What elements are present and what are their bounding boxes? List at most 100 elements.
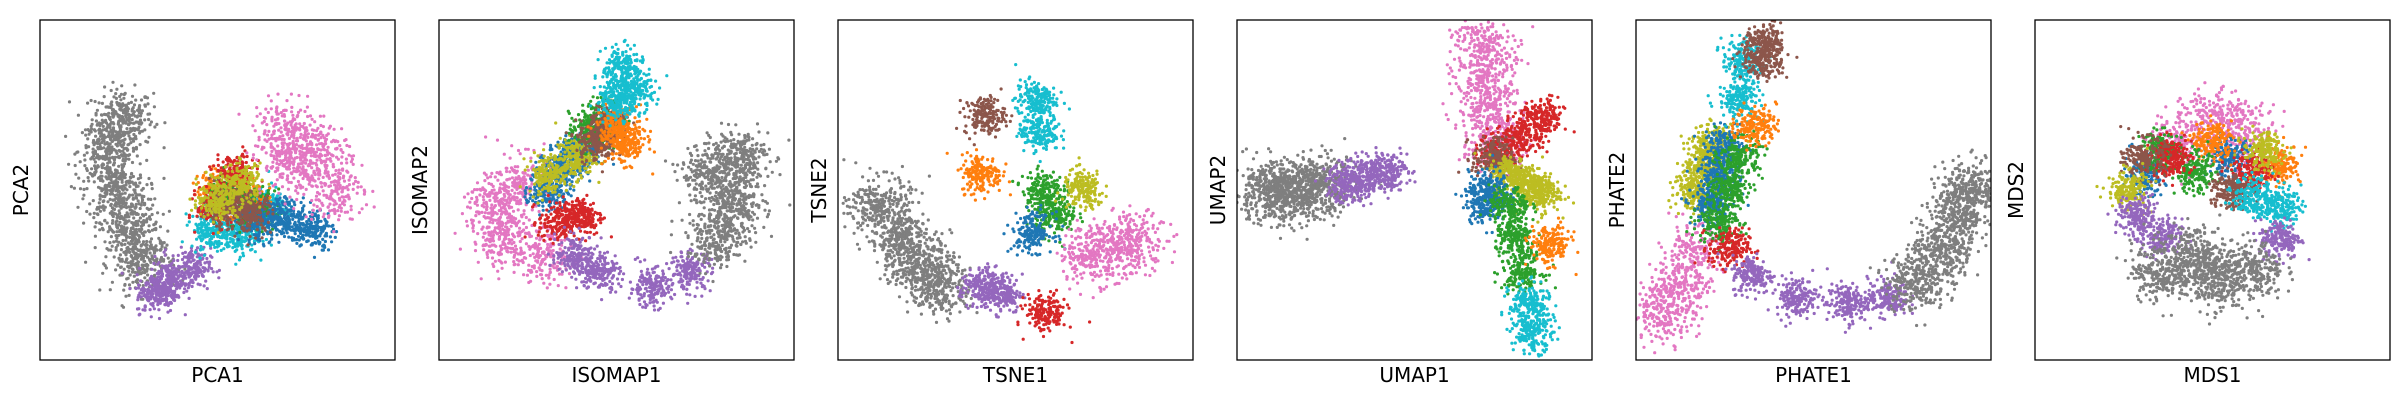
point [212,206,216,210]
point [292,200,296,204]
point [149,237,154,241]
point [269,142,273,146]
point [132,216,136,220]
point [131,259,135,263]
point [216,157,220,162]
point [101,228,105,232]
point [292,176,296,180]
point [208,242,212,246]
point [138,206,142,211]
point [228,163,232,167]
point [233,234,237,238]
point [108,188,112,192]
point [211,270,215,274]
point [134,98,138,102]
point [271,193,275,197]
point [112,147,116,152]
point [105,154,109,158]
point [232,194,236,198]
scatter-points [64,80,376,321]
point [143,128,147,132]
point [154,220,158,224]
point [286,174,290,178]
point [319,136,323,140]
point [96,139,100,143]
point [237,258,242,262]
point [235,210,239,214]
point [273,189,277,193]
point [102,262,106,266]
point [277,240,281,244]
point [242,188,246,192]
point [202,191,206,196]
point [124,104,128,108]
point [102,134,106,139]
point [207,265,211,269]
point [284,206,288,210]
point [93,234,97,238]
point [274,185,278,189]
point [256,164,260,168]
point [139,248,143,253]
point [216,163,220,167]
point [102,199,106,203]
point [242,184,246,188]
point [229,188,233,192]
point [251,216,255,220]
point [334,169,338,173]
point [118,94,122,99]
point [123,282,127,287]
point [90,155,94,159]
point [83,128,88,132]
point [141,240,146,244]
point [191,253,195,257]
point [149,120,153,124]
point [116,190,120,194]
point [316,147,320,151]
point [166,229,170,233]
point [121,154,125,158]
point [129,172,134,176]
point [220,178,224,182]
point [292,166,296,170]
point [252,179,256,183]
point [269,181,274,185]
point [216,219,220,223]
point [115,216,119,220]
point [137,266,141,270]
point [134,286,138,291]
point [267,182,271,186]
point [313,220,317,224]
point [130,180,134,184]
point [133,263,137,267]
point [209,173,213,177]
point [191,214,195,218]
point [190,244,194,248]
point [83,164,87,168]
point [137,219,141,223]
point [96,185,101,189]
point [202,284,206,288]
point [195,269,199,274]
point [285,227,289,231]
point [235,231,239,235]
point [323,239,327,244]
point [202,234,206,238]
point [112,113,116,117]
point [129,176,133,180]
point [159,271,163,275]
point [284,196,288,200]
point [187,266,191,271]
point [199,263,203,267]
point [331,227,336,231]
point [193,203,197,207]
point [123,91,127,95]
point [101,204,105,208]
point [136,177,140,181]
point [241,225,245,229]
point [205,184,209,189]
point [157,308,161,312]
point [93,160,97,164]
point [167,269,171,273]
point [296,234,301,238]
